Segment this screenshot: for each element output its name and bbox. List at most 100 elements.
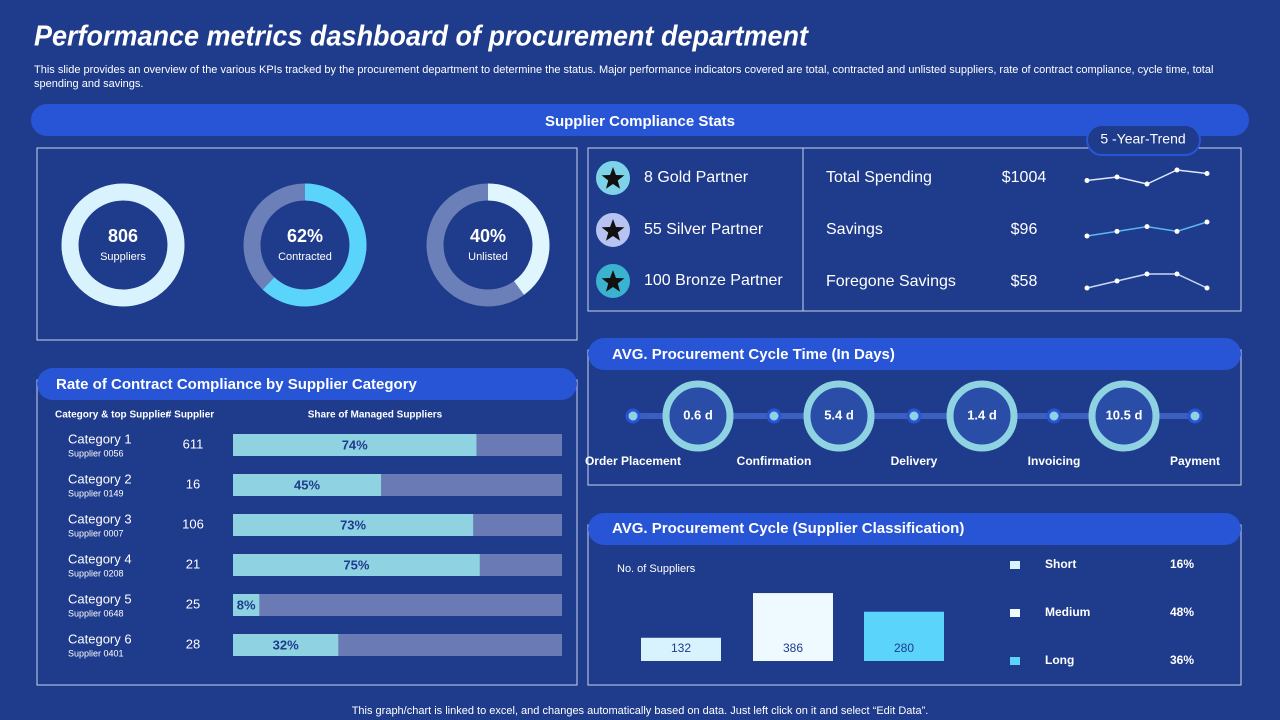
donut-value: 806	[108, 226, 138, 246]
bar	[233, 554, 480, 576]
category: Category 3	[68, 511, 132, 526]
cycle-circle	[946, 380, 1018, 452]
bar-label: 74%	[342, 437, 368, 452]
supplier: Supplier 0648	[68, 608, 124, 618]
star	[601, 270, 625, 292]
donut-label: Contracted	[278, 251, 332, 263]
cycle-value: 1.4 d	[967, 407, 997, 422]
bar	[753, 593, 833, 661]
category: Category 4	[68, 551, 132, 566]
step-dot	[1046, 408, 1062, 424]
bar-value: 386	[783, 641, 803, 655]
column-header: # Supplier	[166, 410, 214, 421]
spending-value: $1004	[1002, 169, 1047, 186]
step-label: Confirmation	[737, 454, 812, 468]
bar	[864, 611, 944, 661]
spark-point	[1144, 181, 1150, 187]
legend-swatch	[1010, 609, 1020, 617]
spark-point	[1084, 285, 1090, 291]
header-bar	[588, 338, 1241, 370]
partner-label: 8 Gold Partner	[644, 169, 749, 186]
spending-name: Savings	[826, 221, 883, 238]
supplier-count: 106	[182, 516, 204, 531]
bar-value: 280	[894, 641, 914, 655]
partner-label: 100 Bronze Partner	[644, 272, 783, 289]
supplier-count: 21	[186, 556, 200, 571]
bar-label: 32%	[273, 637, 299, 652]
bar-label: 73%	[340, 517, 366, 532]
cycle-circle	[803, 380, 875, 452]
category: Category 2	[68, 471, 132, 486]
partner-label: 55 Silver Partner	[644, 221, 764, 238]
spark-point	[1204, 219, 1210, 225]
spark-point	[1114, 278, 1120, 284]
cycle-value: 10.5 d	[1106, 407, 1143, 422]
supplier: Supplier 0401	[68, 648, 124, 658]
step-label: Invoicing	[1028, 454, 1081, 468]
bar-value: 132	[671, 641, 691, 655]
spending-name: Foregone Savings	[826, 273, 956, 290]
spark-point	[1174, 167, 1180, 173]
column-header: Category & top Supplier	[55, 410, 170, 421]
donut-arc	[61, 183, 185, 307]
header-bar	[31, 104, 1249, 136]
cycle-value: 0.6 d	[683, 407, 713, 422]
spark-point	[1174, 271, 1180, 277]
step-dot	[625, 408, 641, 424]
step-dot	[766, 408, 782, 424]
section-title: AVG. Procurement Cycle (Supplier Classif…	[612, 520, 964, 537]
legend-share: 36%	[1170, 653, 1194, 667]
trend-label: 5 -Year-Trend	[1100, 131, 1185, 147]
spending-name: Total Spending	[826, 169, 932, 186]
subtitle: This slide provides an overview of the v…	[34, 64, 1214, 90]
step-label: Payment	[1170, 454, 1220, 468]
supplier-count: 611	[183, 436, 204, 451]
supplier: Supplier 0056	[68, 448, 124, 458]
donut-arc	[426, 183, 550, 307]
column-header: Share of Managed Suppliers	[308, 410, 443, 421]
donut-value: 62%	[287, 226, 323, 246]
cycle-value: 5.4 d	[824, 407, 854, 422]
legend-label: Medium	[1045, 605, 1090, 619]
donut-value: 40%	[470, 226, 506, 246]
header-bar	[588, 513, 1241, 545]
spark-point	[1144, 224, 1150, 230]
spark-point	[1114, 174, 1120, 180]
axis-label: No. of Suppliers	[617, 563, 696, 575]
trend-pill	[1086, 124, 1201, 156]
panel	[587, 147, 1242, 312]
step-label: Delivery	[891, 454, 938, 468]
cycle-circle	[1088, 380, 1160, 452]
supplier: Supplier 0208	[68, 568, 124, 578]
spark-point	[1114, 228, 1120, 234]
donut-label: Suppliers	[100, 251, 146, 263]
bar-track	[233, 594, 562, 616]
donut-arc	[243, 183, 367, 307]
step-dot	[906, 408, 922, 424]
footer: This graph/chart is linked to excel, and…	[352, 705, 929, 717]
bar	[233, 474, 382, 496]
bar-label: 8%	[237, 597, 256, 612]
category: Category 6	[68, 631, 132, 646]
spark-point	[1174, 228, 1180, 234]
category: Category 5	[68, 591, 132, 606]
supplier: Supplier 0007	[68, 528, 124, 538]
legend-label: Long	[1045, 653, 1074, 667]
step-label: Order Placement	[585, 454, 681, 468]
legend-share: 16%	[1170, 557, 1194, 571]
star	[601, 167, 625, 189]
supplier-count: 25	[186, 596, 200, 611]
legend-label: Short	[1045, 557, 1076, 571]
spark-point	[1204, 171, 1210, 176]
spark-point	[1204, 285, 1210, 291]
cycle-circle	[662, 380, 734, 452]
bar	[233, 514, 474, 536]
bar-label: 45%	[294, 477, 320, 492]
header-bar	[37, 368, 577, 400]
spark-point	[1144, 271, 1150, 277]
legend-swatch	[1010, 657, 1020, 665]
spending-value: $58	[1011, 273, 1038, 290]
bar	[233, 434, 477, 456]
